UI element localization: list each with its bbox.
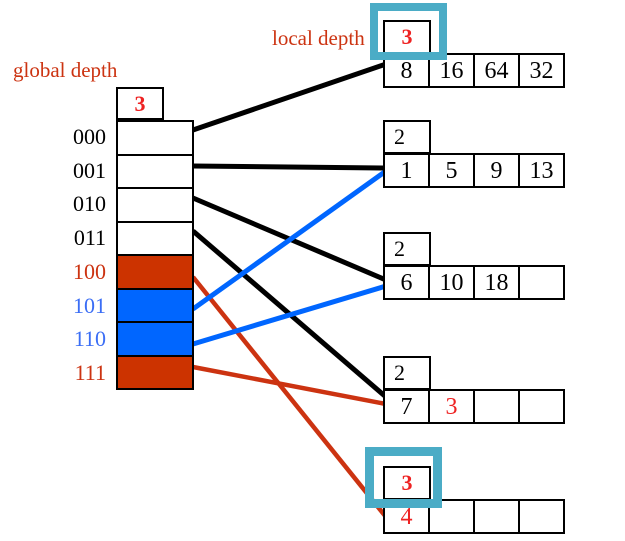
directory-cell-101 (118, 287, 192, 321)
directory-cell-010 (118, 187, 192, 221)
local-depth-highlight-bucket-1 (370, 3, 447, 60)
bucket-2-cell-0: 1 (400, 157, 413, 184)
bucket-3-local-depth-value: 2 (394, 236, 405, 261)
edge-111-to-bucket-4 (192, 364, 387, 407)
directory-bit-label-000: 000 (73, 123, 106, 149)
bucket-4-local-depth-box: 2 (383, 356, 431, 390)
bucket-2-local-depth-value: 2 (394, 124, 405, 149)
bucket-4-cells: 7 3 (383, 389, 565, 424)
bucket-4-cell-2 (473, 391, 518, 422)
edge-101-to-bucket-2 (191, 168, 388, 312)
bucket-3-cell-2: 18 (473, 267, 518, 298)
directory-cell-001 (118, 153, 192, 187)
bucket-2-local-depth-box: 2 (383, 120, 431, 154)
directory-cell-111 (118, 354, 192, 388)
bucket-4-local-depth-value: 2 (394, 360, 405, 385)
bucket-3-cell-3 (518, 267, 563, 298)
edge-100-to-bucket-5 (191, 275, 388, 519)
edge-001-to-bucket-2 (192, 163, 387, 171)
bucket-3-local-depth-box: 2 (383, 232, 431, 266)
bucket-1-cell-3: 32 (518, 55, 563, 86)
local-depth-label: local depth (272, 26, 365, 50)
directory-bit-label-111: 111 (74, 360, 106, 386)
directory-table (116, 120, 194, 390)
bucket-5-cell-1 (428, 501, 473, 532)
directory-bit-label-110: 110 (73, 326, 106, 352)
bucket-2-cell-1: 5 (428, 155, 473, 186)
directory-bit-label-100: 100 (73, 258, 106, 284)
bucket-2-cells: 1 5 9 13 (383, 153, 565, 188)
bucket-3-cell-0: 6 (400, 269, 413, 296)
bucket-2-cell-2: 9 (473, 155, 518, 186)
global-depth-label: global depth (13, 58, 118, 82)
bucket-4-cell-0: 7 (400, 393, 413, 420)
bucket-1-cell-2: 64 (473, 55, 518, 86)
bucket-5-cell-0: 4 (400, 503, 413, 530)
edge-000-to-bucket-1 (192, 61, 387, 133)
bucket-5-local-depth-value: 3 (401, 470, 413, 495)
directory-cell-110 (118, 321, 192, 355)
bucket-1-cell-0: 8 (400, 57, 413, 84)
bucket-5-cell-2 (473, 501, 518, 532)
global-depth-value: 3 (134, 90, 146, 116)
bucket-2-cell-3: 13 (518, 155, 563, 186)
directory-cell-011 (118, 220, 192, 254)
local-depth-highlight-bucket-5 (365, 447, 442, 508)
bucket-4-cell-1: 3 (428, 391, 473, 422)
directory-bit-label-001: 001 (73, 157, 106, 183)
directory-bit-label-010: 010 (73, 191, 106, 217)
directory-cell-100 (118, 254, 192, 288)
bucket-4-cell-3 (518, 391, 563, 422)
bucket-1-local-depth-value: 3 (401, 24, 413, 49)
global-depth-box: 3 (116, 87, 164, 120)
directory-bit-label-101: 101 (73, 292, 106, 318)
edge-110-to-bucket-3 (192, 283, 387, 347)
directory-bit-labels: 000 001 010 011 100 101 110 111 (36, 120, 106, 390)
directory-cell-000 (118, 122, 192, 154)
bucket-5-cell-3 (518, 501, 563, 532)
directory-bit-label-011: 011 (73, 225, 106, 251)
bucket-3-cells: 6 10 18 (383, 265, 565, 300)
bucket-3-cell-1: 10 (428, 267, 473, 298)
bucket-1-cell-1: 16 (428, 55, 473, 86)
